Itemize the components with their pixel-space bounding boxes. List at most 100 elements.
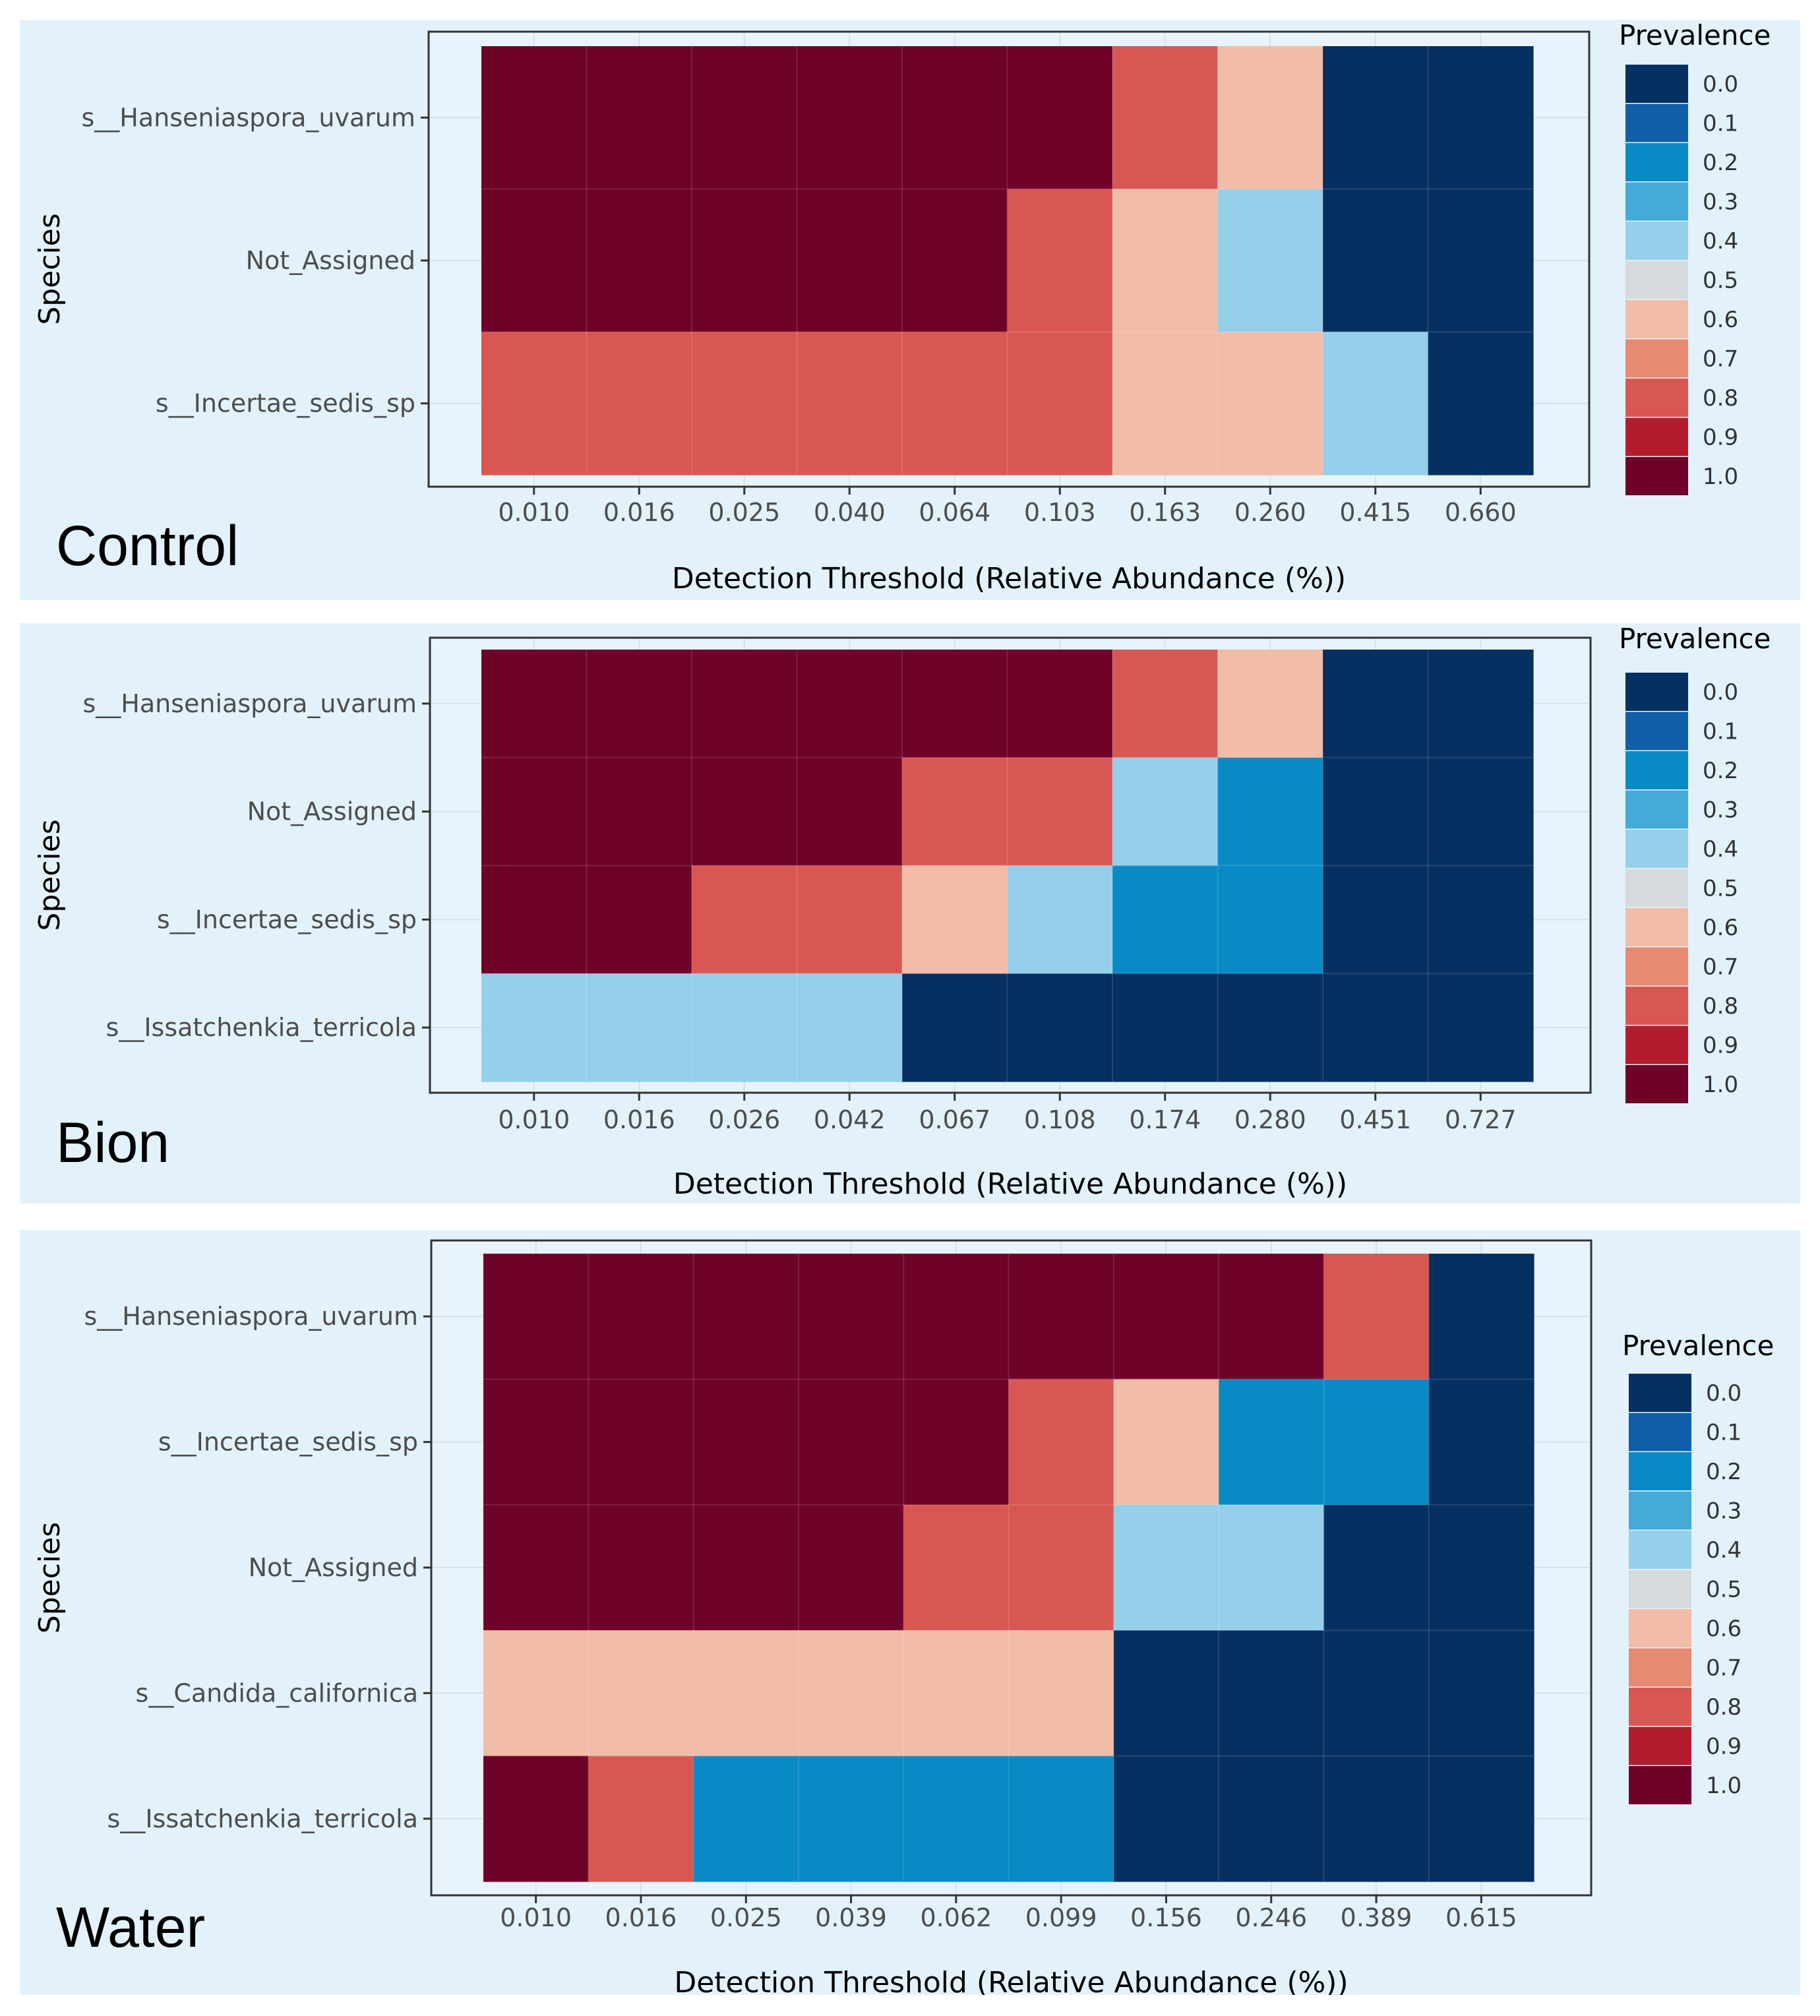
legend-label: 0.1 [1706, 1420, 1742, 1446]
legend-swatch [1629, 1374, 1691, 1412]
heatmap-cell [483, 1379, 589, 1506]
heatmap-cell [483, 1254, 589, 1380]
legend-label: 0.4 [1703, 836, 1738, 863]
legend-swatch [1625, 339, 1688, 378]
legend-label: 0.0 [1703, 679, 1738, 706]
heatmap-cell [1007, 46, 1113, 190]
heatmap-cell [1217, 757, 1323, 867]
legend-title: Prevalence [1619, 623, 1771, 655]
heatmap-cell [798, 1504, 904, 1631]
heatmap-cell [1428, 1504, 1534, 1631]
heatmap-cell [1113, 1379, 1219, 1506]
x-tick-label: 0.660 [1445, 498, 1517, 527]
legend-swatch [1625, 1025, 1688, 1064]
heatmap-cell [1428, 1630, 1534, 1757]
heatmap-cell [797, 189, 903, 332]
legend-label: 0.1 [1703, 111, 1738, 137]
heatmap-cell [1219, 1254, 1324, 1380]
legend-label: 0.0 [1706, 1380, 1742, 1407]
y-tick-label: s__Incertae_sedis_sp [158, 1428, 418, 1457]
x-tick-label: 0.615 [1445, 1903, 1517, 1932]
heatmap-cell [798, 1379, 904, 1506]
legend-swatch [1625, 790, 1688, 829]
legend-label: 0.6 [1703, 915, 1738, 941]
x-tick-label: 0.389 [1341, 1903, 1412, 1932]
legend-label: 0.2 [1703, 150, 1738, 176]
heatmap-cell [693, 1379, 799, 1506]
x-tick-label: 0.067 [919, 1105, 990, 1134]
legend-label: 0.8 [1703, 385, 1738, 412]
y-tick-label: s__Hanseniaspora_uvarum [82, 689, 417, 718]
heatmap-cell [1428, 757, 1534, 867]
heatmap-cell [692, 973, 798, 1082]
legend-swatch [1625, 947, 1688, 986]
heatmap-cell [797, 973, 903, 1082]
x-tick-label: 0.016 [603, 1105, 675, 1134]
heatmap-cell [1217, 46, 1323, 190]
legend-swatch [1625, 65, 1688, 103]
legend-label: 0.3 [1706, 1498, 1742, 1525]
legend-swatch [1625, 182, 1688, 221]
heatmap-cell [692, 332, 798, 475]
heatmap-cell [1113, 1630, 1219, 1757]
heatmap-cell [1112, 973, 1219, 1082]
heatmap-cell [902, 46, 1008, 190]
x-axis-title: Detection Threshold (Relative Abundance … [672, 562, 1346, 596]
legend-swatch [1625, 104, 1688, 142]
legend-swatch [1625, 908, 1688, 946]
heatmap-cell [1428, 650, 1534, 758]
heatmap-cell [1112, 332, 1219, 475]
heatmap-cell [1428, 1756, 1534, 1882]
heatmap-cell [588, 1504, 694, 1631]
y-tick-label: s__Incertae_sedis_sp [157, 905, 417, 934]
heatmap-cell [483, 1630, 589, 1757]
y-tick-label: s__Hanseniaspora_uvarum [84, 1302, 418, 1331]
legend-swatch [1625, 751, 1688, 789]
x-tick-label: 0.156 [1130, 1903, 1202, 1932]
heatmap-cell [797, 865, 903, 974]
legend-label: 0.4 [1703, 228, 1738, 255]
legend-label: 0.8 [1706, 1694, 1742, 1721]
heatmap-cell [1007, 973, 1113, 1082]
heatmap-cell [693, 1630, 799, 1757]
legend-swatch [1625, 260, 1688, 299]
legend-swatch [1629, 1413, 1691, 1451]
heatmap-cell [798, 1630, 904, 1757]
x-tick-label: 0.039 [815, 1903, 887, 1932]
legend-label: 0.0 [1703, 71, 1738, 98]
legend-swatch [1625, 1065, 1688, 1103]
legend-swatch [1629, 1688, 1691, 1726]
heatmap-cell [692, 46, 798, 190]
heatmap-cell [903, 1756, 1010, 1882]
heatmap-cell [1323, 332, 1429, 475]
legend-label: 0.2 [1703, 758, 1738, 784]
heatmap-water: 0.010 0.016 0.025 0.039 0.062 0.099 0.156 0.246… [33, 1239, 1774, 1995]
heatmap-cell [693, 1254, 799, 1380]
legend-swatch [1629, 1491, 1691, 1530]
x-tick-label: 0.064 [919, 498, 990, 527]
legend-swatch [1625, 673, 1688, 711]
heatmap-cell [1428, 865, 1534, 974]
heatmap-cell [586, 189, 692, 332]
legend-swatch [1625, 869, 1688, 907]
heatmap-cell [1112, 757, 1219, 867]
x-tick-label: 0.099 [1025, 1903, 1097, 1932]
plot-frame [429, 636, 1592, 1094]
heatmap-cell [1007, 757, 1113, 867]
y-tick-label: Not_Assigned [246, 246, 415, 275]
legend-label: 0.5 [1706, 1577, 1742, 1603]
x-tick-label: 0.103 [1024, 498, 1096, 527]
legend-label: 0.6 [1706, 1616, 1742, 1642]
heatmap-cell [1008, 1504, 1114, 1631]
heatmap-cell [902, 757, 1008, 867]
y-axis-title: Species [33, 213, 67, 324]
heatmap-cell [1323, 1756, 1430, 1882]
heatmap-cell [902, 865, 1008, 974]
panel-control: 0.010 0.016 0.025 0.040 0.064 0.103 0.163 0.260… [20, 20, 1800, 600]
y-tick-label: s__Incertae_sedis_sp [156, 389, 415, 418]
heatmap-cell [481, 332, 588, 475]
heatmap-cell [1007, 865, 1113, 974]
heatmap-cell [1428, 189, 1534, 332]
heatmap-control: 0.010 0.016 0.025 0.040 0.064 0.103 0.163 0.260… [33, 20, 1771, 596]
heatmap-cell [1112, 189, 1219, 332]
